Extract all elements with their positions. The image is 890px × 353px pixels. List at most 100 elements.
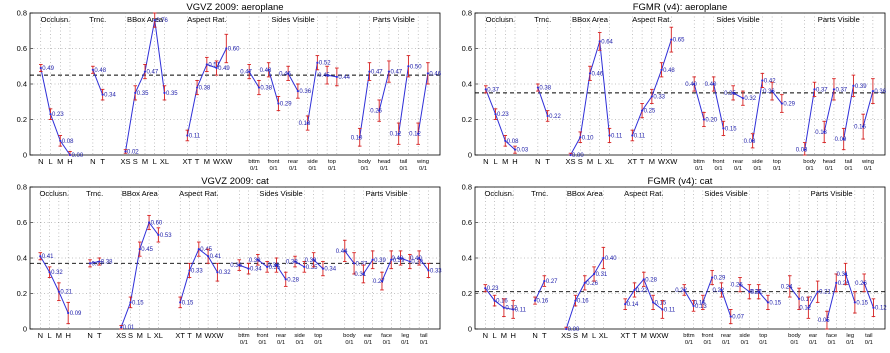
data-label: 0.17 <box>801 297 813 303</box>
series-line <box>268 69 279 104</box>
data-point <box>863 281 866 284</box>
data-point <box>335 75 338 78</box>
x-tick-label: body <box>803 159 816 165</box>
data-point <box>502 306 505 309</box>
data-point <box>766 301 770 304</box>
data-label: 0.48 <box>663 68 675 74</box>
y-tick-label: 0.8 <box>462 183 472 192</box>
data-point <box>602 256 605 260</box>
data-point <box>711 276 714 279</box>
group-label: Sides Visible <box>259 189 302 198</box>
data-label: 0.16 <box>537 299 549 305</box>
x-subtick-label: 0/1 <box>401 340 409 346</box>
y-tick-label: 0 <box>23 325 27 334</box>
y-tick-label: 0.2 <box>462 289 472 298</box>
x-tick-label: head <box>378 159 391 165</box>
data-label: 0.20 <box>705 118 717 124</box>
group-label: Aspect Rat. <box>179 189 218 198</box>
x-tick-label: front <box>268 159 280 165</box>
series-line <box>631 39 672 136</box>
data-point <box>303 265 306 268</box>
group-label: Parts Visible <box>811 189 853 198</box>
data-label: 0.10 <box>582 135 594 141</box>
series-line <box>771 90 783 104</box>
data-label: 0.27 <box>373 279 385 285</box>
x-tick-label: side <box>307 159 318 165</box>
data-label: 0.47 <box>146 70 158 76</box>
data-point <box>484 287 487 290</box>
data-point <box>813 88 816 91</box>
x-subtick-label: 0/1 <box>289 166 297 172</box>
data-point <box>748 290 751 293</box>
x-tick-label: L <box>48 157 52 166</box>
x-tick-label: N <box>90 157 95 166</box>
data-point <box>701 301 704 304</box>
data-point <box>267 68 270 71</box>
y-tick-label: 0.2 <box>17 289 27 298</box>
data-point <box>248 70 251 73</box>
chart-svg: VGVZ 2009: cat 0 0.2 0.4 0.6 0.8 Occlusn. 0.41 N… <box>17 176 443 346</box>
group-label: Sides Visible <box>271 15 314 24</box>
plot-frame <box>474 186 886 330</box>
data-point <box>48 271 51 274</box>
x-tick-label: H <box>65 331 70 340</box>
data-point <box>266 265 269 268</box>
series-line <box>276 264 287 280</box>
x-tick-label: T <box>545 157 550 166</box>
x-tick-label: M <box>649 157 655 166</box>
data-point <box>256 258 259 261</box>
data-label: 0.40 <box>605 256 617 262</box>
x-tick-label: front <box>257 333 269 339</box>
series-line <box>826 282 837 321</box>
series-line <box>344 250 355 264</box>
data-point <box>569 153 572 157</box>
data-label: 0.45 <box>200 247 212 253</box>
data-label: 0.02 <box>127 149 139 155</box>
x-tick-label: L <box>592 331 596 340</box>
x-subtick-label: 0/1 <box>825 166 833 172</box>
x-subtick-label: 0/1 <box>846 340 854 346</box>
x-tick-label: XS <box>561 331 571 340</box>
x-subtick-label: 0/1 <box>400 166 408 172</box>
data-point <box>494 113 497 116</box>
x-subtick-label: 0/1 <box>753 166 761 172</box>
series-line <box>843 85 854 140</box>
x-tick-label: T <box>187 331 192 340</box>
x-tick-label: N <box>38 157 43 166</box>
data-point <box>732 91 735 94</box>
data-point <box>205 63 208 66</box>
data-label: 0.38 <box>260 86 272 92</box>
data-point <box>57 290 60 293</box>
data-point <box>761 79 764 82</box>
series-line <box>40 67 71 156</box>
data-point <box>738 283 742 286</box>
x-tick-label: M <box>501 331 507 340</box>
data-point <box>368 70 371 73</box>
data-label: 0.25 <box>731 283 743 289</box>
x-tick-label: face <box>826 333 837 339</box>
x-tick-label: L <box>48 331 52 340</box>
data-point <box>91 68 94 71</box>
series-line <box>89 261 100 264</box>
data-label: 0.36 <box>874 89 886 95</box>
data-label: 0.37 <box>816 87 828 93</box>
x-tick-label: rear <box>276 333 286 339</box>
x-tick-label: tail <box>400 159 407 165</box>
x-tick-label: T <box>195 157 200 166</box>
x-tick-label: T <box>632 331 637 340</box>
chart-panel-vgvz-cat: VGVZ 2009: cat 0 0.2 0.4 0.6 0.8 Occlusn. 0.41 N… <box>0 174 445 348</box>
x-tick-label: front <box>713 159 725 165</box>
x-subtick-label: 0/1 <box>308 166 316 172</box>
x-subtick-label: 0/1 <box>361 166 369 172</box>
data-label: 0.46 <box>429 71 441 77</box>
data-label: 0.26 <box>838 281 850 287</box>
x-tick-label: T <box>640 157 645 166</box>
group-label: BBox Area <box>122 189 159 198</box>
data-point <box>751 139 754 142</box>
x-tick-label: M <box>137 331 143 340</box>
x-tick-label: M <box>204 157 210 166</box>
data-point <box>823 130 826 134</box>
y-tick-label: 0 <box>468 325 472 334</box>
x-tick-label: W <box>650 331 658 340</box>
y-tick-label: 0.6 <box>462 218 472 227</box>
